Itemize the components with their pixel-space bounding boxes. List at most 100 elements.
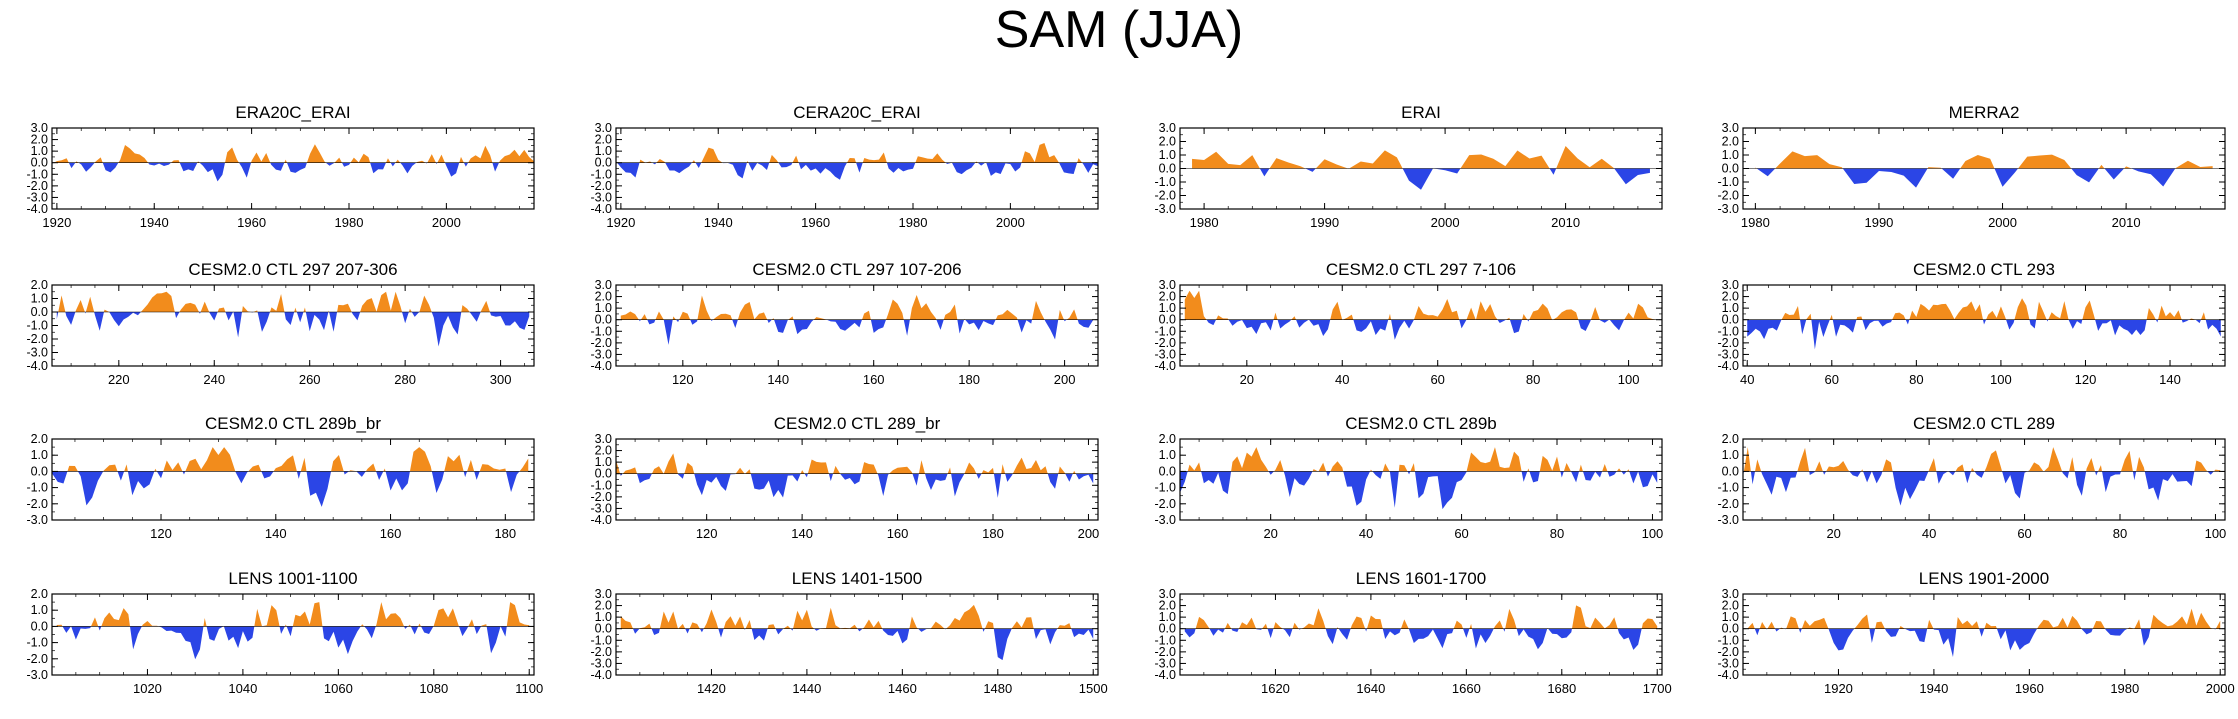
panel-7: CESM2.0 CTL 297 7-106 -4.0-3.0-2.0-1.00.0… — [1154, 260, 1663, 387]
x-tick-label: 20 — [1240, 372, 1254, 387]
y-tick-label: 0.0 — [1722, 464, 1739, 478]
y-tick-label: 2.0 — [31, 587, 48, 601]
x-tick-label: 1920 — [1824, 681, 1853, 696]
x-tick-label: 40 — [1922, 526, 1936, 541]
y-tick-label: 2.0 — [1159, 290, 1176, 304]
y-tick-label: -2.0 — [1717, 645, 1739, 659]
x-tick-label: 1040 — [228, 681, 257, 696]
y-tick-label: 2.0 — [1159, 135, 1176, 149]
positive-area — [616, 143, 1098, 163]
x-tick-label: 1990 — [1864, 215, 1893, 230]
y-tick-label: 2.0 — [31, 432, 48, 446]
x-tick-label: 80 — [2113, 526, 2127, 541]
x-tick-label: 1980 — [335, 215, 364, 230]
x-tick-label: 2000 — [2206, 681, 2235, 696]
y-tick-label: 1.0 — [1159, 448, 1176, 462]
panel-title: CESM2.0 CTL 297 7-106 — [1326, 260, 1516, 279]
y-tick-label: 0.0 — [31, 619, 48, 633]
x-tick-label: 1960 — [2015, 681, 2044, 696]
x-tick-label: 1940 — [140, 215, 169, 230]
panel-title: ERAI — [1401, 103, 1441, 122]
y-tick-label: 1.0 — [595, 144, 612, 158]
y-tick-label: 1.0 — [1722, 301, 1739, 315]
y-tick-label: 1.0 — [1722, 610, 1739, 624]
y-tick-label: -1.0 — [1717, 324, 1739, 338]
negative-area — [62, 626, 507, 660]
y-tick-label: 3.0 — [1722, 587, 1739, 601]
y-tick-label: -2.0 — [590, 179, 612, 193]
y-tick-label: -3.0 — [590, 656, 612, 670]
y-tick-label: -2.0 — [1717, 497, 1739, 511]
y-tick-label: -2.0 — [590, 336, 612, 350]
x-tick-label: 1940 — [1919, 681, 1948, 696]
y-tick-label: 1.0 — [31, 603, 48, 617]
x-tick-label: 300 — [490, 372, 512, 387]
negative-area — [1755, 168, 2213, 188]
x-tick-label: 180 — [494, 526, 516, 541]
x-tick-label: 40 — [1359, 526, 1373, 541]
y-tick-label: -1.0 — [1154, 481, 1176, 495]
y-tick-label: -1.0 — [26, 481, 48, 495]
y-tick-label: 0.0 — [31, 156, 48, 170]
y-tick-label: 3.0 — [595, 121, 612, 135]
x-tick-label: 140 — [2159, 372, 2181, 387]
x-tick-label: 140 — [265, 526, 287, 541]
negative-area — [1184, 628, 1642, 650]
y-tick-label: 0.0 — [1722, 622, 1739, 636]
x-tick-label: 180 — [958, 372, 980, 387]
y-tick-label: 0.0 — [1159, 162, 1176, 176]
x-tick-label: 1500 — [1079, 681, 1108, 696]
y-tick-label: -4.0 — [1154, 668, 1176, 682]
y-tick-label: 0.0 — [595, 313, 612, 327]
y-tick-label: 1.0 — [31, 292, 48, 306]
x-tick-label: 180 — [982, 526, 1004, 541]
y-tick-label: -2.0 — [1154, 645, 1176, 659]
x-tick-label: 60 — [1825, 372, 1839, 387]
x-tick-label: 1980 — [2110, 681, 2139, 696]
plot-frame — [51, 593, 535, 676]
y-tick-label: 1.0 — [595, 455, 612, 469]
y-tick-label: -1.0 — [590, 478, 612, 492]
panel-11: CESM2.0 CTL 289b -3.0 -2.0 -1.0 0.0 1.0 2.0 20 4… — [1154, 414, 1663, 541]
y-tick-label: -2.0 — [1154, 189, 1176, 203]
positive-area — [1184, 605, 1658, 629]
x-tick-label: 20 — [1263, 526, 1277, 541]
y-tick-label: 1.0 — [1159, 301, 1176, 315]
x-tick-label: 220 — [108, 372, 130, 387]
x-tick-label: 1660 — [1452, 681, 1481, 696]
y-tick-label: -1.0 — [1154, 175, 1176, 189]
y-tick-label: 3.0 — [1159, 121, 1176, 135]
panel-title: LENS 1601-1700 — [1356, 569, 1486, 588]
panel-4: MERRA2 -3.0-2.0-1.00.01.02.03.0 1980 1990 20… — [1717, 103, 2226, 230]
x-tick-label: 260 — [299, 372, 321, 387]
y-tick-label: -4.0 — [1717, 668, 1739, 682]
y-tick-label: 3.0 — [595, 432, 612, 446]
x-tick-label: 200 — [1078, 526, 1100, 541]
y-tick-label: 0.0 — [31, 305, 48, 319]
x-tick-label: 1080 — [419, 681, 448, 696]
y-tick-label: -1.0 — [1717, 175, 1739, 189]
x-tick-label: 280 — [394, 372, 416, 387]
y-tick-label: 3.0 — [31, 121, 48, 135]
x-tick-label: 160 — [887, 526, 909, 541]
y-tick-label: 2.0 — [595, 133, 612, 147]
x-tick-label: 1020 — [133, 681, 162, 696]
positive-area — [1755, 151, 2213, 169]
x-tick-label: 120 — [672, 372, 694, 387]
negative-area — [52, 471, 529, 507]
y-tick-label: 3.0 — [595, 587, 612, 601]
x-tick-label: 1640 — [1356, 681, 1385, 696]
panel-title: CESM2.0 CTL 293 — [1913, 260, 2055, 279]
y-tick-label: 2.0 — [595, 444, 612, 458]
y-tick-label: -3.0 — [1717, 347, 1739, 361]
panel-title: CESM2.0 CTL 297 207-306 — [188, 260, 397, 279]
y-tick-label: -3.0 — [1717, 202, 1739, 216]
x-tick-label: 1100 — [515, 681, 543, 696]
negative-area — [632, 628, 1094, 661]
negative-area — [617, 162, 1098, 180]
panel-title: CESM2.0 CTL 289 — [1913, 414, 2055, 433]
positive-area — [52, 144, 534, 163]
x-tick-label: 1980 — [1190, 215, 1219, 230]
panel-8: CESM2.0 CTL 293 -4.0-3.0-2.0-1.00.01.02.0… — [1717, 260, 2226, 387]
